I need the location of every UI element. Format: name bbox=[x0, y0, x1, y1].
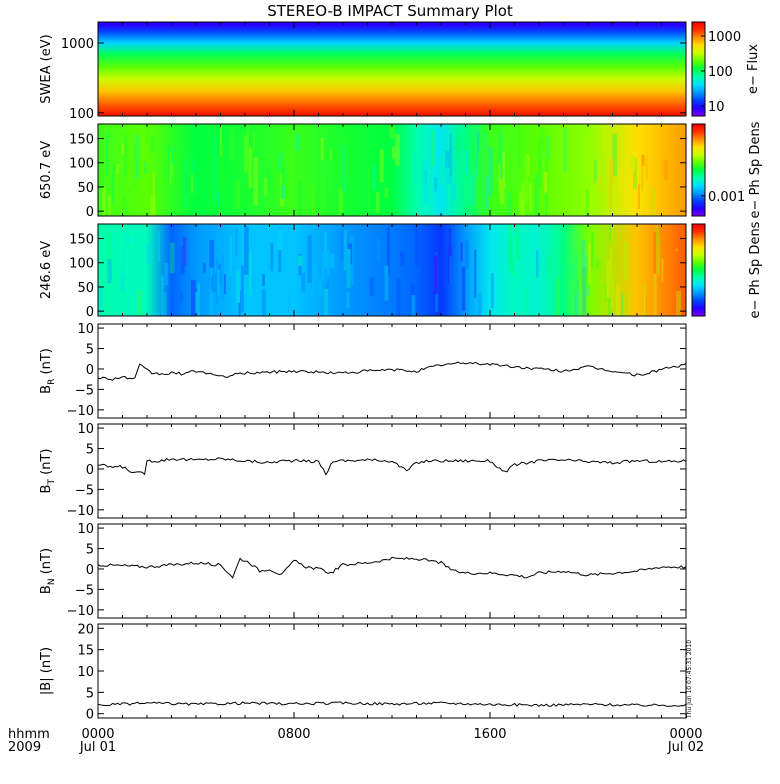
series-line-Bmag bbox=[97, 701, 687, 707]
y-tick-label: 0 bbox=[86, 708, 94, 723]
y-tick-label: 5 bbox=[86, 686, 94, 701]
panel-pad_246: e− Ph Sp Dens 0 50 100 150 246.6 eV bbox=[39, 221, 763, 320]
y-tick-label: 10 bbox=[77, 422, 94, 437]
date-tick-label: Jul 01 bbox=[79, 740, 116, 755]
series-line-BR bbox=[97, 361, 687, 381]
colorbar-tick-label: 1000 bbox=[708, 30, 741, 45]
pitch-angle-texture bbox=[99, 224, 682, 316]
time-axis-row2-label: 2009 bbox=[8, 740, 41, 755]
colorbar-pad_246 bbox=[691, 223, 706, 317]
y-tick-label: 5 bbox=[86, 543, 94, 558]
time-tick-label: 0800 bbox=[277, 727, 310, 742]
y-axis-label: BR (nT) bbox=[39, 348, 57, 394]
y-tick-label: −10 bbox=[67, 404, 94, 419]
y-tick-label: 100 bbox=[69, 257, 94, 272]
colorbar-pad_650 bbox=[691, 123, 706, 217]
y-tick-label: 20 bbox=[77, 622, 94, 637]
time-tick-label: 0000 bbox=[81, 727, 114, 742]
y-tick-label: 0 bbox=[86, 305, 94, 320]
panel-BR: −10 −5 0 5 10 BR (nT) bbox=[39, 322, 687, 419]
time-tick-label: 0000 bbox=[669, 727, 702, 742]
series-line-BT bbox=[97, 457, 687, 476]
pitch-angle-image bbox=[98, 124, 686, 216]
y-tick-label: 50 bbox=[77, 281, 94, 296]
colorbar-title: e− Flux bbox=[746, 44, 761, 94]
y-tick-label: 0 bbox=[86, 205, 94, 220]
colorbar-tick-label: 0.001 bbox=[708, 190, 745, 205]
y-tick-label: 10 bbox=[77, 522, 94, 537]
y-tick-label: −10 bbox=[67, 504, 94, 519]
time-axis-row1-label: hhmm bbox=[8, 727, 50, 742]
time-tick-label: 1600 bbox=[473, 727, 506, 742]
y-tick-label: −5 bbox=[75, 383, 94, 398]
y-tick-label: 0 bbox=[86, 363, 94, 378]
y-tick-label: 5 bbox=[86, 343, 94, 358]
y-tick-label: 0 bbox=[86, 463, 94, 478]
panel-frame bbox=[97, 323, 687, 419]
y-axis-label: BN (nT) bbox=[39, 548, 57, 594]
y-tick-label: 10 bbox=[77, 322, 94, 337]
spectrogram-image bbox=[98, 22, 686, 116]
y-tick-label: 0 bbox=[86, 563, 94, 578]
y-tick-label: −5 bbox=[75, 583, 94, 598]
colorbar-title: e− Ph Sp Dens bbox=[748, 121, 763, 218]
pitch-angle-texture bbox=[102, 124, 668, 216]
colorbar-title: e− Ph Sp Dens bbox=[748, 221, 763, 318]
y-tick-label: 1000 bbox=[61, 37, 94, 52]
y-tick-label: 100 bbox=[69, 157, 94, 172]
y-tick-label: 100 bbox=[69, 107, 94, 122]
y-tick-label: 15 bbox=[77, 644, 94, 659]
y-axis-label: SWEA (eV) bbox=[39, 34, 54, 103]
colorbar-tick-label: 10 bbox=[708, 100, 725, 115]
y-tick-label: 10 bbox=[77, 665, 94, 680]
series-line-BN bbox=[97, 556, 687, 579]
panel-swea: 1000 100 10 e− Flux 100 1000 SWEA (eV) bbox=[39, 21, 761, 122]
y-axis-label: BT (nT) bbox=[39, 449, 57, 494]
plot-title: STEREO-B IMPACT Summary Plot bbox=[267, 2, 513, 20]
panel-BT: −10 −5 0 5 10 BT (nT) bbox=[39, 422, 687, 519]
panel-BN: −10 −5 0 5 10 BN (nT) bbox=[39, 522, 687, 619]
panel-frame bbox=[97, 423, 687, 519]
panel-pad_650: 0.001 e− Ph Sp Dens 0 50 100 150 650.7 eV bbox=[39, 121, 763, 220]
y-tick-label: 150 bbox=[69, 233, 94, 248]
y-tick-label: −5 bbox=[75, 483, 94, 498]
y-axis-label: 246.6 eV bbox=[39, 241, 54, 299]
y-axis-label: 650.7 eV bbox=[39, 141, 54, 199]
timestamp-stamp: Thu Jun 10 07:45:31 2010 bbox=[686, 640, 693, 719]
panel-frame bbox=[97, 523, 687, 619]
y-tick-label: 5 bbox=[86, 443, 94, 458]
panel-Bmag: 0 5 10 15 20 |B| (nT) bbox=[39, 622, 687, 723]
colorbar-swea bbox=[691, 21, 706, 117]
y-axis-label: |B| (nT) bbox=[39, 647, 54, 695]
y-tick-label: 150 bbox=[69, 133, 94, 148]
pitch-angle-image bbox=[98, 224, 686, 316]
y-tick-label: −10 bbox=[67, 604, 94, 619]
y-tick-label: 50 bbox=[77, 181, 94, 196]
date-tick-label: Jul 02 bbox=[667, 740, 704, 755]
colorbar-tick-label: 100 bbox=[708, 65, 733, 80]
